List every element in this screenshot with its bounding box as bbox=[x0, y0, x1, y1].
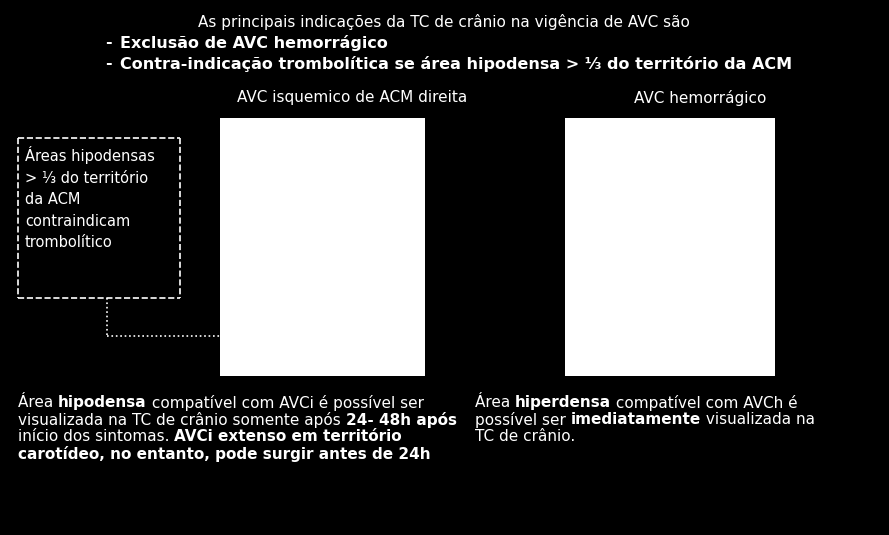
Text: visualizada na TC de crânio somente após: visualizada na TC de crânio somente após bbox=[18, 412, 346, 428]
Text: hiperdensa: hiperdensa bbox=[515, 395, 612, 410]
Text: compatível com AVCi é possível ser: compatível com AVCi é possível ser bbox=[147, 395, 424, 411]
Text: AVC hemorrágico: AVC hemorrágico bbox=[634, 90, 766, 106]
Bar bbox=[220, 118, 425, 376]
Text: início dos sintomas.: início dos sintomas. bbox=[18, 429, 174, 444]
Text: imediatamente: imediatamente bbox=[571, 412, 701, 427]
Text: carotídeo, no entanto, pode surgir antes de 24h: carotídeo, no entanto, pode surgir antes… bbox=[18, 446, 430, 462]
Text: visualizada na: visualizada na bbox=[701, 412, 815, 427]
Text: Área: Área bbox=[475, 395, 515, 410]
Text: As principais indicações da TC de crânio na vigência de AVC são: As principais indicações da TC de crânio… bbox=[198, 14, 690, 30]
Text: -: - bbox=[105, 56, 111, 71]
Text: 24- 48h após: 24- 48h após bbox=[346, 412, 457, 428]
Text: AVCi extenso em território: AVCi extenso em território bbox=[174, 429, 402, 444]
Bar bbox=[565, 118, 775, 376]
Text: TC de crânio.: TC de crânio. bbox=[475, 429, 575, 444]
Text: -: - bbox=[105, 35, 111, 50]
Text: hipodensa: hipodensa bbox=[58, 395, 147, 410]
Text: Exclusão de AVC hemorrágico: Exclusão de AVC hemorrágico bbox=[120, 35, 388, 51]
Text: possível ser: possível ser bbox=[475, 412, 571, 428]
Text: Áreas hipodensas
> ⅓ do território
da ACM
contraindicam
trombolítico: Áreas hipodensas > ⅓ do território da AC… bbox=[25, 146, 155, 250]
Text: Área: Área bbox=[18, 395, 58, 410]
Text: AVC isquemico de ACM direita: AVC isquemico de ACM direita bbox=[237, 90, 468, 105]
Text: compatível com AVCh é: compatível com AVCh é bbox=[612, 395, 797, 411]
Text: Contra-indicação trombolítica se área hipodensa > ⅓ do território da ACM: Contra-indicação trombolítica se área hi… bbox=[120, 56, 792, 72]
